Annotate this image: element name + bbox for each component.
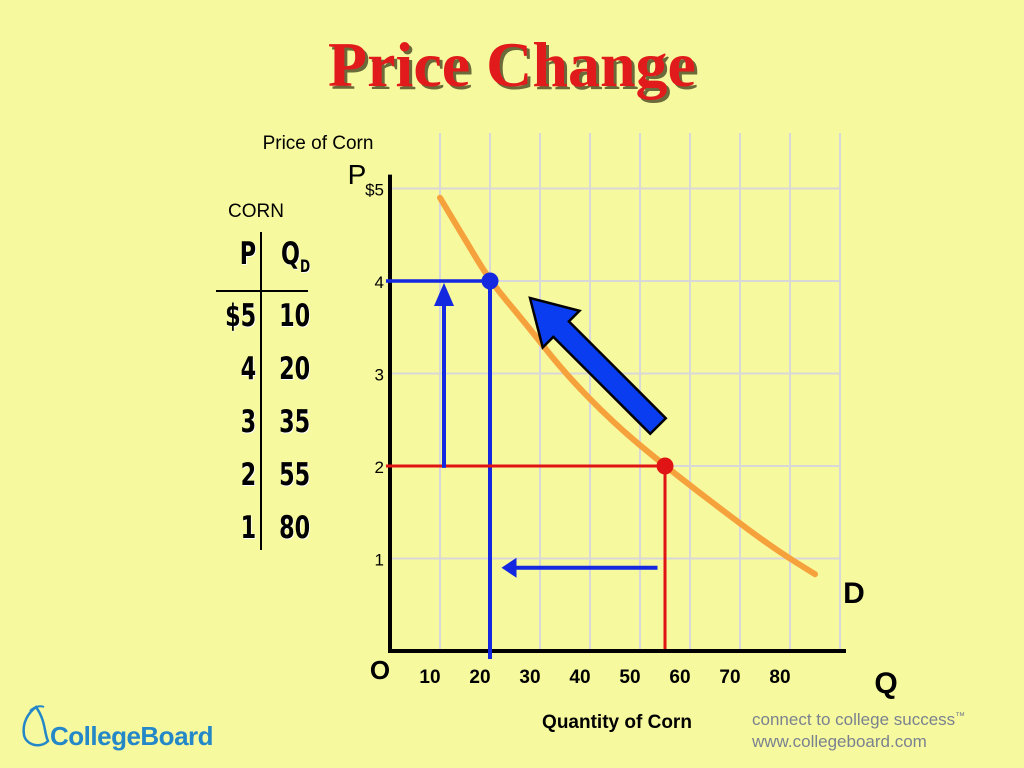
y-tick-label: 2 — [375, 458, 384, 477]
price-cell: 3 — [240, 404, 256, 440]
tagline-line-2: www.collegeboard.com — [752, 732, 927, 751]
quantity-cell: 10 — [278, 298, 310, 334]
y-tick-label: 3 — [375, 366, 384, 385]
x-tick-label: 60 — [669, 667, 690, 688]
x-tick-label: 50 — [619, 667, 640, 688]
schedule-header-divider — [216, 290, 308, 292]
y-axis-symbol: P — [348, 159, 367, 190]
price-column-header: P — [239, 236, 256, 272]
demand-point — [481, 272, 499, 290]
footer-tagline: connect to college success™ www.collegeb… — [752, 706, 965, 753]
demand-point — [656, 457, 674, 475]
price-cell: $5 — [224, 298, 256, 334]
movement-along-curve-arrow — [528, 296, 668, 436]
quantity-header-subscript: D — [299, 257, 310, 277]
x-axis-label: Quantity of Corn — [542, 712, 692, 733]
x-tick-labels: 10 20 30 40 50 60 70 80 — [419, 667, 790, 688]
x-tick-label: 20 — [469, 667, 490, 688]
price-cell: 4 — [240, 351, 256, 387]
y-tick-label: 4 — [375, 273, 384, 292]
price-increase-arrow-head — [434, 282, 454, 306]
x-axis-symbol: Q — [874, 667, 897, 700]
schedule-caption: CORN — [228, 201, 284, 222]
tagline-line-1: connect to college success — [752, 710, 956, 729]
y-tick-label: $5 — [365, 181, 384, 200]
x-tick-label: 30 — [519, 667, 540, 688]
quantity-cell: 80 — [278, 510, 310, 546]
schedule-column-divider — [260, 232, 262, 550]
collegeboard-acorn-icon — [22, 705, 50, 747]
y-tick-label: 1 — [375, 551, 384, 570]
quantity-decrease-arrow-head — [501, 557, 517, 578]
collegeboard-logo-text: CollegeBoard — [50, 721, 214, 751]
price-cell: 1 — [240, 510, 256, 546]
slide-title: Price Change — [328, 29, 696, 100]
y-tick-labels: $5 4 3 2 1 — [365, 181, 384, 570]
quantity-cell: 55 — [278, 457, 310, 493]
quantity-cell: 35 — [278, 404, 310, 440]
demand-curve — [437, 194, 818, 578]
x-tick-label: 40 — [569, 667, 590, 688]
quantity-column: QD 10 20 35 55 80 — [279, 232, 310, 555]
price-cell: 2 — [240, 457, 256, 493]
x-tick-label: 70 — [719, 667, 740, 688]
x-tick-label: 10 — [419, 667, 440, 688]
chart-marks — [386, 174, 846, 659]
x-tick-label: 80 — [769, 667, 790, 688]
quantity-column-header: QD — [279, 232, 310, 290]
quantity-cell: 20 — [278, 351, 310, 387]
trademark-symbol: ™ — [955, 711, 966, 722]
origin-label: O — [370, 655, 390, 685]
demand-curve-label: D — [843, 577, 865, 610]
price-column: P $5 4 3 2 1 — [225, 232, 256, 555]
quantity-header-letter: Q — [280, 236, 300, 272]
y-axis-label: Price of Corn — [263, 133, 374, 154]
